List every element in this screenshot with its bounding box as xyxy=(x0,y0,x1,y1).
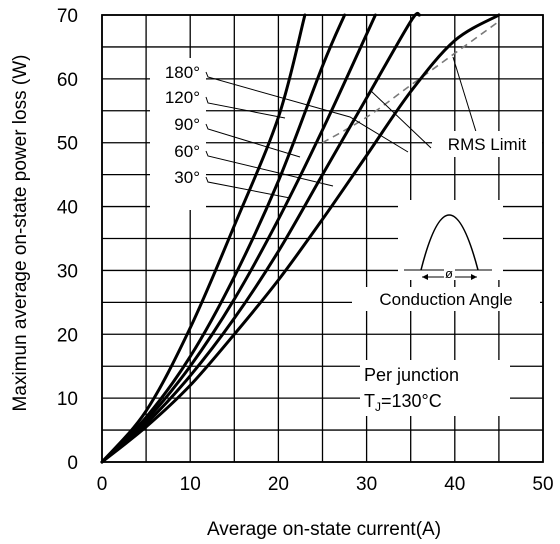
y-tick-label: 70 xyxy=(57,6,78,27)
half-sine-pulse xyxy=(420,214,479,271)
curves xyxy=(100,11,501,464)
series-label-30: 30° xyxy=(174,168,200,187)
series-line-180deg xyxy=(100,13,307,464)
junction-note-backing xyxy=(360,360,510,416)
y-tick-label: 30 xyxy=(57,261,78,282)
phi-backing xyxy=(444,266,455,279)
y-tick-label: 20 xyxy=(57,325,78,346)
y-tick-label: 50 xyxy=(57,134,78,155)
series-line-30deg xyxy=(100,13,501,464)
x-tick-label: 0 xyxy=(97,474,108,495)
y-tick-label: 10 xyxy=(57,389,78,410)
series-line-90deg xyxy=(100,13,377,464)
rms-limit-text: RMS Limit xyxy=(448,135,527,154)
plot-frame xyxy=(101,14,544,463)
leader-90 xyxy=(205,123,301,158)
rms-label-backing xyxy=(432,131,542,157)
phi-symbol: ø xyxy=(445,266,453,281)
leader-30 xyxy=(205,176,291,199)
y-tick-label: 0 xyxy=(67,453,78,474)
series-label-90: 90° xyxy=(174,115,200,134)
conduction-angle-label: Conduction Angle xyxy=(379,290,512,309)
series-label-120: 120° xyxy=(165,88,200,107)
rms-limit-label: RMS Limit xyxy=(369,56,542,157)
tj-text: TJ=130°C xyxy=(364,391,442,414)
y-axis-title: Maximun average on-state power loss (W) xyxy=(10,55,31,412)
y-tick-label: 40 xyxy=(57,198,78,219)
x-tick-label: 20 xyxy=(268,474,289,495)
phi-arrow-left-head xyxy=(422,274,428,280)
series-line-120deg xyxy=(100,13,347,464)
conduction-label-backing xyxy=(352,287,540,311)
x-tick-label: 10 xyxy=(180,474,201,495)
junction-note: Per junction TJ=130°C xyxy=(360,360,510,416)
series-labels: 180° 120° 90° 60° 30° xyxy=(150,58,409,210)
series-label-60: 60° xyxy=(174,142,200,161)
y-tick-label: 60 xyxy=(57,70,78,91)
x-axis-title: Average on-state current(A) xyxy=(207,519,441,540)
series-line-60deg xyxy=(100,11,421,464)
leader-180 xyxy=(205,71,409,153)
tick-labels: 0 10 20 30 40 50 0 10 20 30 40 50 60 70 xyxy=(57,6,554,495)
series-label-180: 180° xyxy=(165,63,200,82)
label-backing xyxy=(150,58,206,210)
x-tick-label: 40 xyxy=(444,474,465,495)
per-junction-text: Per junction xyxy=(364,365,459,385)
leader-120 xyxy=(205,96,286,119)
x-tick-label: 50 xyxy=(532,474,553,495)
phi-arrow-right-head xyxy=(471,274,477,280)
rms-leader-1 xyxy=(369,89,432,149)
leader-60 xyxy=(205,150,334,187)
conduction-angle-inset: ø Conduction Angle xyxy=(352,200,540,311)
x-tick-label: 30 xyxy=(356,474,377,495)
